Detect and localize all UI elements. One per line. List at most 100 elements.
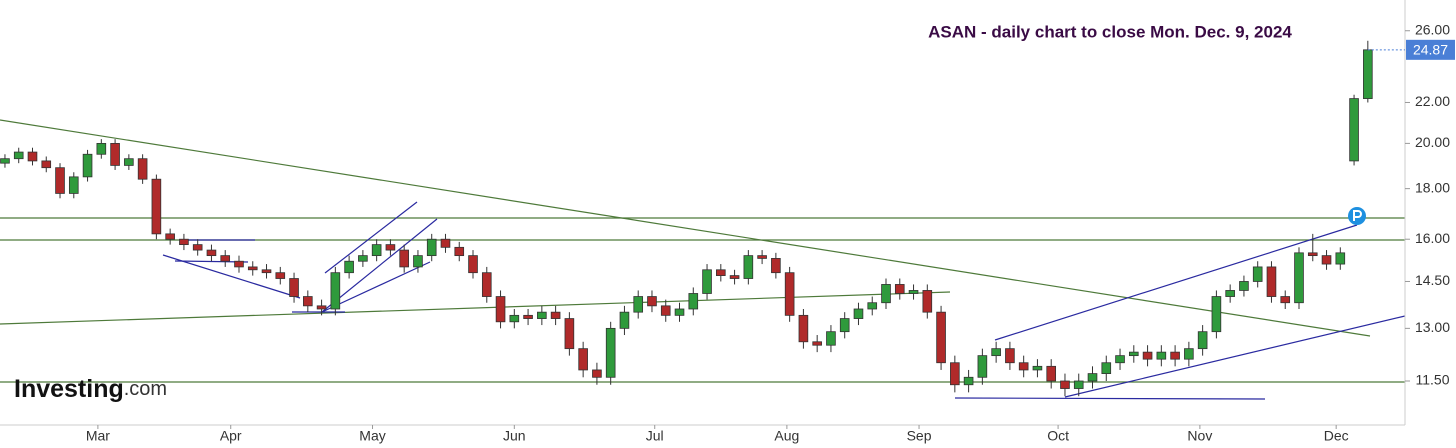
candle-body [247,266,258,271]
candle-body [839,318,850,333]
candle-body [716,269,726,276]
candle-body [27,151,38,162]
candle-body [165,233,175,240]
candle-body [798,314,809,343]
trendline [324,201,418,274]
candle-body [826,331,836,346]
trendline [321,218,438,313]
candle-body [468,255,478,274]
candle-body [1073,380,1084,389]
x-tick-label: Nov [1187,428,1212,444]
candle-body [0,158,10,164]
candle-body [578,348,588,371]
candle-body [660,305,671,316]
candle-body [13,151,24,160]
candle-body [1156,351,1167,360]
x-tick-label: Dec [1324,428,1349,444]
candle-body [729,275,740,279]
candle-body [1266,266,1277,297]
x-tick-label: May [359,428,385,444]
candle-body [220,255,231,262]
candle-body [289,278,299,297]
trendline [0,119,1371,337]
candle-body [647,296,657,307]
candle-body [991,348,1001,357]
candle-body [702,269,712,294]
candle-body [1128,351,1139,357]
candle-body [771,258,781,274]
y-tick-label: 20.00 [1415,134,1450,150]
y-tick-label: 22.00 [1415,93,1450,109]
trendline [162,254,301,299]
candle-body [1280,296,1291,304]
candle-body [619,311,630,329]
chart-title: ASAN - daily chart to close Mon. Dec. 9,… [928,22,1292,41]
last-price-tag [1406,39,1455,60]
candle-body [261,269,272,274]
candle-body [303,296,313,307]
candle-body [894,284,905,294]
candle-body [1087,373,1098,382]
candle-body [1225,290,1235,297]
candle-body [1252,266,1263,282]
candle-body [124,158,134,166]
candle-body [151,178,162,235]
watermark-suffix: .com [124,378,167,400]
last-price-label: 24.87 [1413,42,1448,58]
candle-body [605,327,616,378]
candle-body [922,290,933,313]
candle-body [137,158,148,180]
candle-body [1101,362,1112,375]
candle-body [936,311,946,364]
candles [0,40,1373,397]
candle-body [55,167,65,194]
x-tick-label: Apr [220,428,242,444]
candle-body [963,376,974,386]
candle-body [1046,365,1057,382]
candle-body [495,296,506,323]
candle-body [1197,331,1208,350]
candle-body [1294,252,1304,304]
candle-body [1115,355,1125,364]
candle-body [1239,281,1249,291]
candle-body [564,318,575,350]
p-marker-glyph [1353,210,1362,221]
candle-body [1005,348,1015,364]
candle-body [1307,252,1318,257]
y-tick-label: 26.00 [1415,21,1450,37]
candle-body [950,362,960,386]
trendline [1064,315,1406,398]
candle-body [908,290,919,294]
y-tick-label: 16.00 [1415,230,1450,246]
candle-body [413,255,423,268]
x-tick-label: Sep [907,428,932,444]
x-tick-label: Aug [774,428,799,444]
candle-body [743,255,754,279]
candle-body [977,355,988,378]
watermark-brand: Investing [14,375,124,403]
candle-body [206,249,217,257]
candle-body [41,160,52,169]
candle-body [1321,255,1332,265]
candle-body [1211,296,1222,333]
x-tick-label: Oct [1047,428,1069,444]
candle-body [96,142,107,155]
candle-body [1032,365,1043,371]
candle-body [440,238,451,248]
candle-body [1142,351,1153,360]
x-tick-label: Jul [646,428,664,444]
candle-body [82,153,93,178]
candle-body [481,272,492,297]
candle-body [537,311,547,319]
trendline [994,224,1358,341]
candle-body [812,341,822,346]
candle-body [399,249,409,268]
candle-body [371,244,382,257]
candle-body [426,238,437,257]
candle-body [454,246,465,257]
y-tick-label: 18.00 [1415,179,1450,195]
candle-body [110,142,120,166]
p-marker [1348,207,1366,225]
